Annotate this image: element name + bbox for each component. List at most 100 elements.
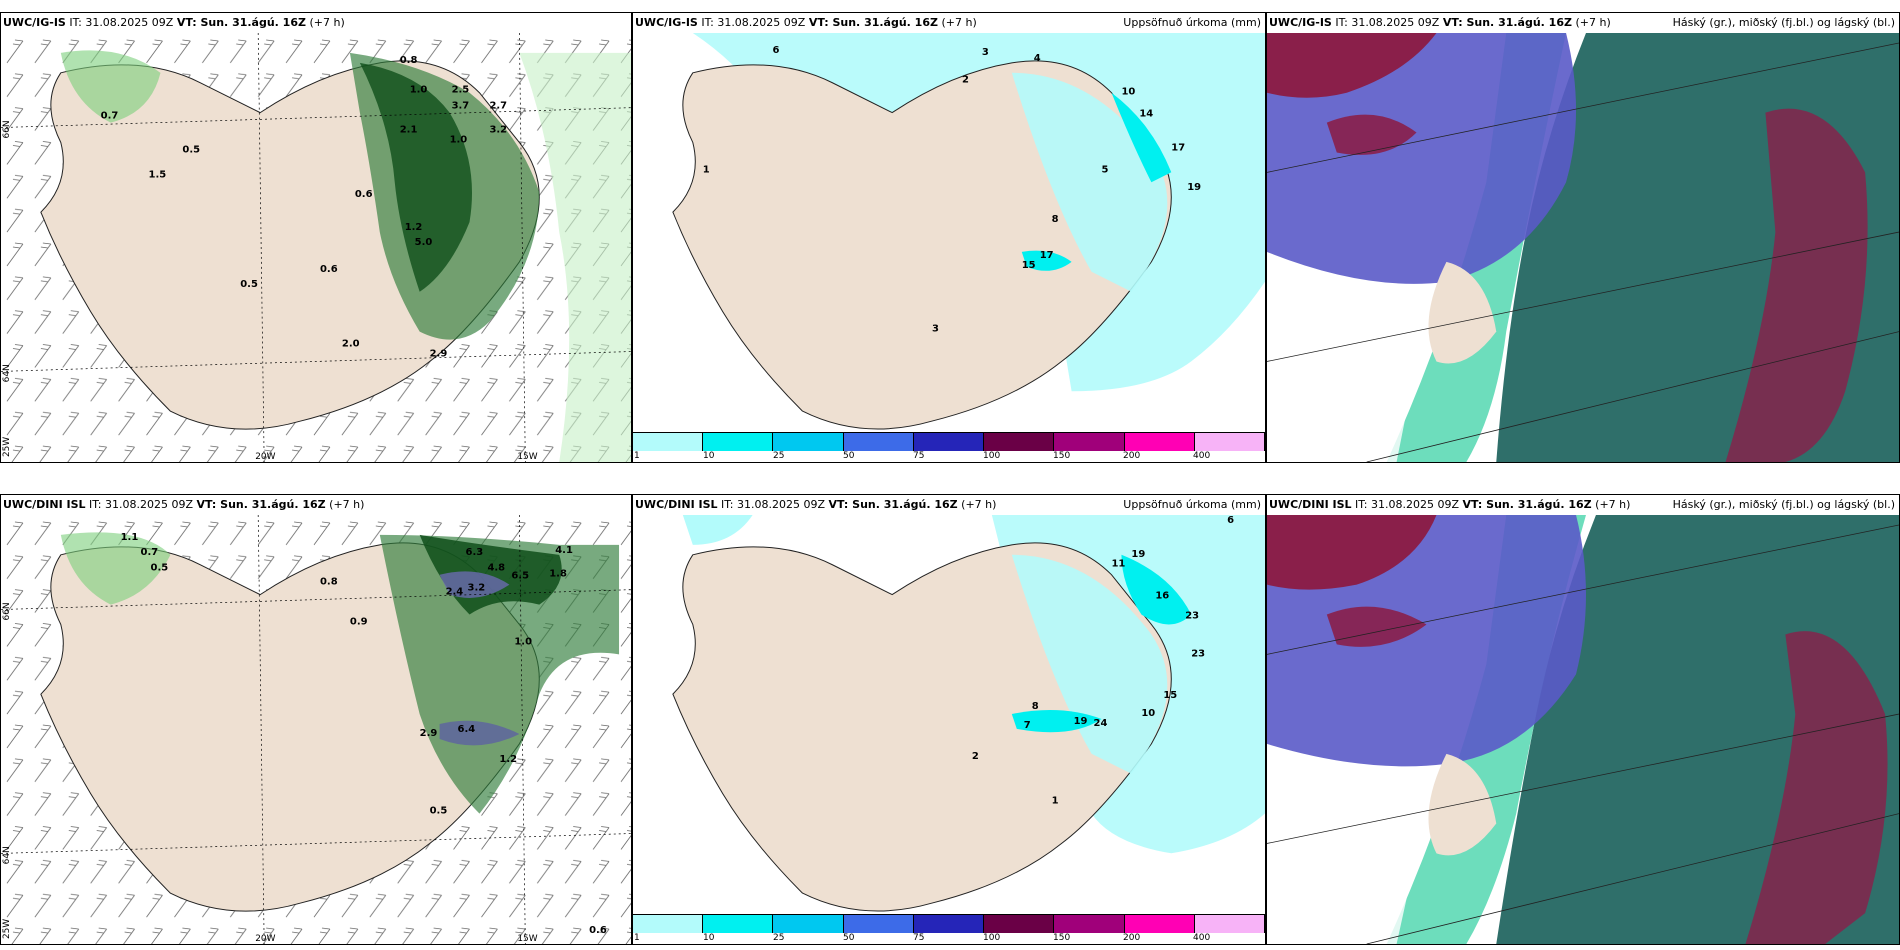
- wind-value: 0.8: [400, 55, 418, 66]
- valid-time: VT: Sun. 31.ágú. 16Z: [828, 498, 958, 511]
- wind-value: 1.0: [514, 636, 532, 647]
- colorbar-label: 75: [913, 933, 925, 943]
- axis-label-64n: 64N: [2, 364, 12, 382]
- precip-value: 23: [1191, 648, 1205, 659]
- colorbar-segment: [1194, 433, 1265, 451]
- colorbar-label: 200: [1123, 933, 1141, 943]
- wind-value: 5.0: [415, 237, 433, 248]
- model-name: UWC/DINI ISL: [1269, 498, 1352, 511]
- colorbar-segment: [913, 433, 985, 451]
- colorbar-segment: [1194, 915, 1265, 933]
- precip-value: 19: [1131, 549, 1145, 560]
- panel-header: UWC/IG-IS IT: 31.08.2025 09Z VT: Sun. 31…: [1, 13, 631, 33]
- precip-value: 23: [1185, 610, 1199, 621]
- valid-time: VT: Sun. 31.ágú. 16Z: [176, 16, 306, 29]
- lead-time: (+7 h): [329, 498, 365, 511]
- colorbar-label: 150: [1053, 451, 1071, 461]
- wind-value: 0.5: [151, 563, 169, 574]
- axis-label-20w: 20W: [255, 934, 275, 944]
- wind-value: 1.1: [121, 532, 139, 543]
- colorbar-segment: [1124, 915, 1195, 933]
- wind-value: 0.5: [240, 279, 258, 290]
- wind-value: 1.5: [149, 169, 167, 180]
- precip-value: 6: [1227, 515, 1234, 526]
- lead-time: (+7 h): [1575, 16, 1611, 29]
- valid-time: VT: Sun. 31.ágú. 16Z: [196, 498, 326, 511]
- axis-label-15w: 15W: [517, 452, 537, 462]
- panel-title: Háský (gr.), miðský (fj.bl.) og lágský (…: [1672, 498, 1895, 511]
- wind-map[interactable]: 0.8 1.0 2.5 3.7 2.7 3.2 1.0 2.1 0.5 0.7 …: [1, 33, 631, 462]
- colorbar-segments: [633, 432, 1265, 451]
- wind-value: 0.9: [350, 616, 368, 627]
- wind-value: 1.2: [499, 754, 517, 765]
- colorbar-segment: [1054, 915, 1125, 933]
- cloud-map[interactable]: [1267, 515, 1899, 944]
- precip-map[interactable]: 19 11 16 23 23 15 8 19 24 7 10 6 2 1: [633, 515, 1265, 914]
- precip-value: 19: [1074, 716, 1088, 727]
- wind-value: 6.4: [458, 724, 476, 735]
- wind-value: 2.5: [452, 85, 470, 96]
- colorbar-segment: [984, 433, 1055, 451]
- panel-header: UWC/DINI ISL IT: 31.08.2025 09Z VT: Sun.…: [1267, 495, 1899, 515]
- axis-label-25w: 25W: [2, 437, 12, 457]
- valid-time: VT: Sun. 31.ágú. 16Z: [1462, 498, 1592, 511]
- init-time: IT: 31.08.2025 09Z: [1335, 16, 1440, 29]
- init-time: IT: 31.08.2025 09Z: [69, 16, 174, 29]
- colorbar-label: 75: [913, 451, 925, 461]
- colorbar-label: 25: [773, 451, 785, 461]
- precip-value: 1: [703, 164, 710, 175]
- colorbar-segment: [773, 915, 844, 933]
- colorbar-label: 1: [634, 933, 640, 943]
- precip-value: 6: [773, 45, 780, 56]
- axis-label-66n: 66N: [2, 120, 12, 138]
- panel-ig-wind: UWC/IG-IS IT: 31.08.2025 09Z VT: Sun. 31…: [0, 12, 632, 463]
- wind-value: 3.2: [489, 125, 507, 136]
- wind-value: 2.7: [489, 101, 507, 112]
- panel-header: UWC/DINI ISL IT: 31.08.2025 09Z VT: Sun.…: [633, 495, 1265, 515]
- precip-value: 8: [1052, 214, 1059, 225]
- wind-value: 0.6: [320, 264, 338, 275]
- precip-value: 17: [1040, 250, 1054, 261]
- colorbar-segment: [843, 915, 914, 933]
- precip-value: 10: [1141, 708, 1155, 719]
- precip-value: 14: [1139, 109, 1153, 120]
- cloud-map[interactable]: [1267, 33, 1899, 462]
- precip-value: 5: [1102, 164, 1109, 175]
- wind-value: 2.9: [430, 348, 448, 359]
- colorbar-segment: [703, 915, 774, 933]
- lead-time: (+7 h): [309, 16, 345, 29]
- init-time: IT: 31.08.2025 09Z: [1355, 498, 1460, 511]
- precip-value: 16: [1155, 591, 1169, 602]
- precip-value: 1: [1052, 796, 1059, 807]
- colorbar-label: 1: [634, 451, 640, 461]
- colorbar-label: 50: [843, 933, 855, 943]
- colorbar-segment: [773, 433, 844, 451]
- precip-value: 7: [1024, 720, 1031, 731]
- lead-time: (+7 h): [941, 16, 977, 29]
- wind-value: 6.3: [466, 547, 484, 558]
- panel-header: UWC/IG-IS IT: 31.08.2025 09Z VT: Sun. 31…: [633, 13, 1265, 33]
- model-name: UWC/DINI ISL: [3, 498, 86, 511]
- wind-value: 4.8: [487, 563, 505, 574]
- precip-value: 3: [982, 47, 989, 58]
- lead-time: (+7 h): [1595, 498, 1631, 511]
- model-name: UWC/IG-IS: [3, 16, 66, 29]
- axis-label-15w: 15W: [517, 934, 537, 944]
- precip-map[interactable]: 6 3 4 2 1 10 14 17 19 5 8 15 17 3: [633, 33, 1265, 432]
- colorbar-segment: [633, 433, 704, 451]
- wind-value: 1.2: [405, 222, 423, 233]
- colorbar-labels: 1 10 25 50 75 100 150 200 400: [633, 451, 1265, 462]
- wind-value: 2.1: [400, 125, 418, 136]
- colorbar-label: 200: [1123, 451, 1141, 461]
- precip-value: 11: [1111, 559, 1125, 570]
- colorbar-segment: [633, 915, 704, 933]
- precip-colorbar: 1 10 25 50 75 100 150 200 400: [633, 914, 1265, 944]
- wind-value: 0.7: [101, 111, 119, 122]
- wind-value: 0.8: [320, 577, 338, 588]
- precip-value: 4: [1034, 53, 1041, 64]
- init-time: IT: 31.08.2025 09Z: [721, 498, 826, 511]
- panel-ig-clouds: UWC/IG-IS IT: 31.08.2025 09Z VT: Sun. 31…: [1266, 12, 1900, 463]
- wind-map[interactable]: 1.1 0.7 0.5 6.3 4.8 6.5 4.1 1.8 3.2 2.4 …: [1, 515, 631, 944]
- wind-value: 1.0: [410, 85, 428, 96]
- init-time: IT: 31.08.2025 09Z: [89, 498, 194, 511]
